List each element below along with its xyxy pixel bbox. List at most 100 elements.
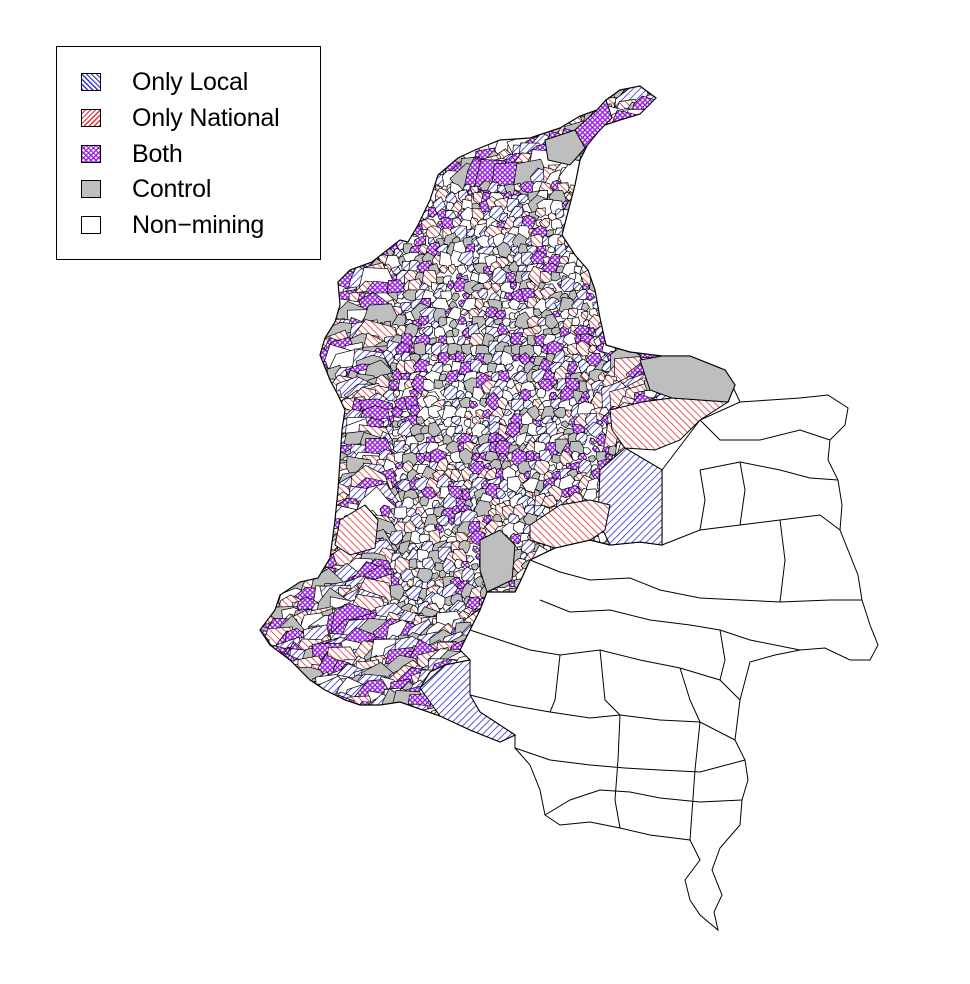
municipality-polygon: [317, 694, 359, 739]
municipality-polygon: [382, 206, 398, 223]
municipality-polygon: [388, 379, 401, 391]
municipality-polygon: [394, 140, 413, 161]
municipality-polygon: [626, 189, 652, 207]
municipality-polygon: [327, 231, 356, 258]
municipality-polygon: [368, 86, 407, 121]
municipality-polygon: [456, 106, 475, 125]
municipality-polygon: [617, 226, 652, 257]
municipality-polygon: [272, 351, 315, 386]
municipality-polygon: [411, 190, 425, 201]
municipality-polygon: [675, 255, 714, 284]
municipality-polygon: [260, 289, 275, 321]
municipality-polygon: [291, 554, 317, 582]
municipality-polygon: [626, 296, 643, 315]
municipality-polygon: [260, 319, 262, 342]
municipality-polygon: [340, 232, 360, 255]
municipality-polygon: [260, 321, 283, 362]
municipality-polygon: [648, 154, 684, 183]
municipality-polygon: [611, 151, 638, 172]
municipality-polygon: [438, 316, 448, 328]
municipality-polygon: [319, 225, 337, 245]
municipality-polygon: [578, 147, 618, 177]
municipality-polygon: [727, 236, 735, 282]
municipality-polygon: [591, 189, 602, 203]
municipality-polygon: [362, 86, 382, 99]
municipality-polygon: [260, 666, 277, 695]
municipality-polygon: [666, 263, 700, 303]
municipality-polygon: [596, 289, 606, 300]
municipality-polygon: [261, 439, 286, 461]
municipality-polygon: [723, 196, 735, 237]
municipality-polygon: [678, 174, 699, 201]
municipality-polygon: [463, 103, 494, 130]
municipality-polygon: [298, 311, 323, 337]
municipality-polygon: [609, 109, 646, 153]
municipality-polygon: [260, 299, 287, 330]
municipality-polygon: [335, 203, 365, 226]
municipality-polygon: [351, 736, 398, 742]
municipality-polygon: [702, 324, 720, 344]
municipality-polygon: [356, 211, 379, 234]
municipality-polygon: [398, 106, 427, 131]
municipality-polygon: [677, 297, 697, 317]
municipality-polygon: [736, 269, 756, 288]
municipality-polygon: [550, 86, 590, 113]
municipality-polygon: [567, 289, 578, 301]
municipality-polygon: [260, 660, 275, 686]
municipality-polygon: [730, 316, 735, 355]
municipality-polygon: [576, 201, 587, 209]
municipality-polygon: [320, 730, 342, 742]
municipality-polygon: [260, 635, 271, 666]
municipality-polygon: [429, 740, 455, 742]
municipality-polygon: [651, 212, 682, 242]
municipality-polygon: [269, 743, 299, 768]
municipality-polygon: [655, 195, 688, 234]
municipality-polygon: [415, 199, 425, 211]
municipality-polygon: [612, 177, 630, 196]
municipality-polygon: [583, 319, 590, 328]
municipality-polygon: [681, 281, 702, 304]
municipality-polygon: [280, 548, 299, 564]
municipality-polygon: [265, 309, 294, 336]
municipality-polygon: [260, 306, 278, 338]
municipality-polygon: [241, 538, 259, 559]
municipality-polygon: [596, 144, 632, 189]
municipality-polygon: [700, 207, 735, 239]
municipality-polygon: [395, 461, 404, 470]
municipality-polygon: [278, 692, 300, 714]
municipality-polygon: [337, 695, 374, 729]
municipality-polygon: [377, 132, 402, 154]
municipality-polygon: [678, 181, 709, 210]
municipality-polygon: [644, 169, 686, 206]
municipality-polygon: [587, 344, 597, 354]
municipality-polygon: [683, 217, 711, 246]
municipality-polygon: [358, 105, 390, 143]
municipality-polygon: [399, 207, 416, 222]
municipality-polygon: [503, 408, 513, 417]
municipality-polygon: [520, 87, 553, 122]
municipality-polygon: [402, 123, 435, 161]
municipality-polygon: [602, 285, 610, 292]
municipality-polygon: [633, 130, 674, 173]
municipality-polygon: [513, 182, 522, 192]
municipality-polygon: [718, 86, 735, 97]
municipality-polygon: [349, 136, 387, 174]
municipality-polygon: [459, 309, 470, 317]
municipality-polygon: [260, 696, 268, 735]
municipality-polygon: [350, 113, 373, 135]
municipality-polygon: [317, 194, 342, 217]
municipality-polygon: [308, 458, 326, 474]
municipality-polygon: [476, 86, 518, 128]
municipality-polygon: [296, 427, 323, 451]
municipality-polygon: [715, 234, 735, 263]
municipality-polygon: [654, 313, 690, 351]
municipality-polygon: [604, 281, 632, 313]
municipality-polygon: [421, 104, 448, 127]
municipality-polygon: [605, 307, 622, 321]
municipality-polygon: [434, 734, 469, 742]
municipality-polygon: [310, 385, 337, 411]
municipality-polygon: [370, 127, 395, 153]
municipality-polygon: [378, 86, 397, 101]
municipality-polygon: [261, 431, 304, 471]
municipality-polygon: [427, 86, 464, 109]
